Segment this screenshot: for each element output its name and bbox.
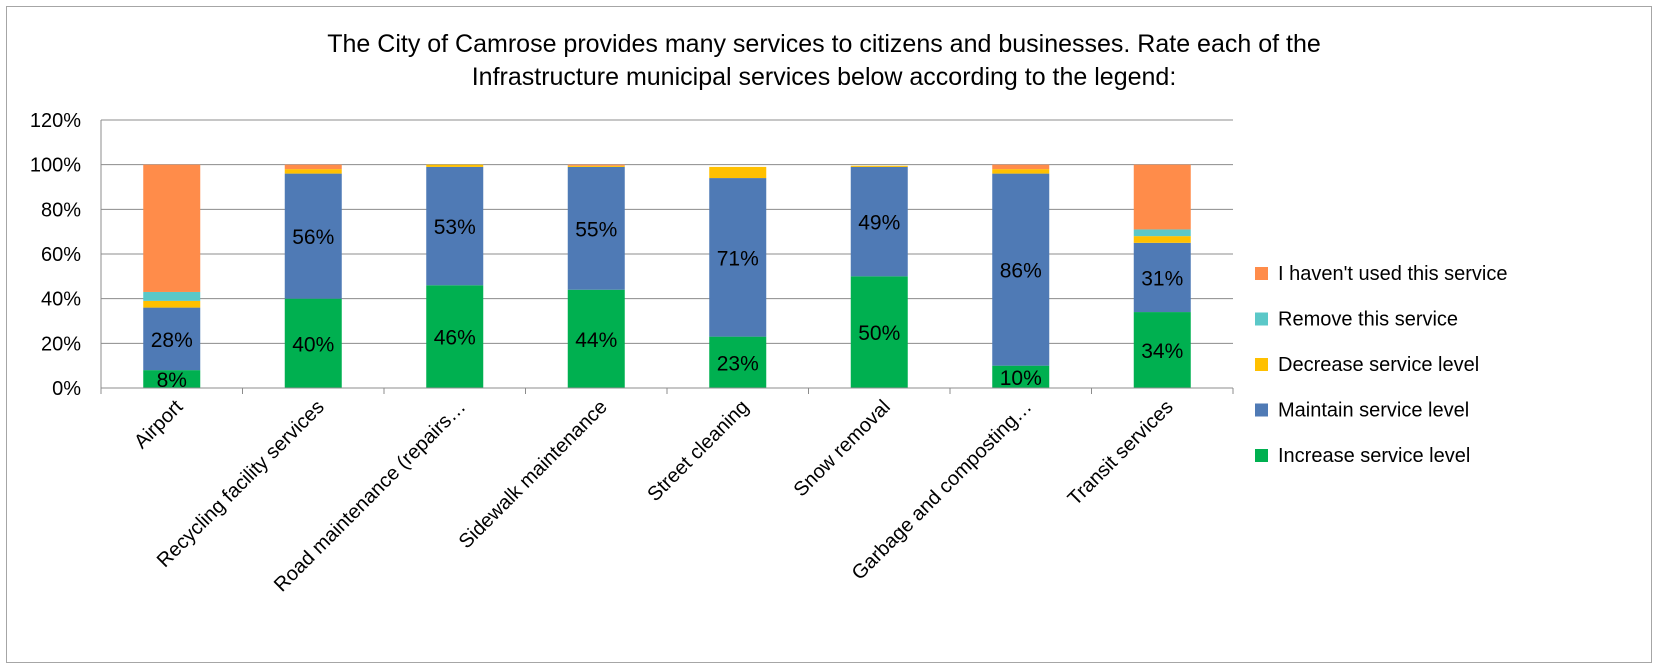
bar-maintain-service-level-road-maintenance-repairs: [426, 166, 484, 286]
bar-increase-service-level-street-cleaning: [709, 336, 767, 388]
legend-swatch-decrease-service-level: [1255, 358, 1268, 371]
data-label-maintain-service-level: 53%: [434, 216, 476, 239]
bar-increase-service-level-recycling-facility-services: [284, 298, 342, 388]
bar-remove-this-service-airport: [143, 291, 201, 301]
bar-maintain-service-level-snow-removal: [850, 166, 908, 277]
data-label-maintain-service-level: 55%: [575, 218, 617, 241]
bar-maintain-service-level-recycling-facility-services: [284, 173, 342, 299]
data-label-increase-service-level: 10%: [1000, 367, 1042, 390]
bar-increase-service-level-garbage-and-composting: [992, 365, 1050, 388]
bar-decrease-service-level-road-maintenance-repairs: [426, 164, 484, 167]
x-tick-label: Airport: [130, 396, 188, 454]
bar-i-haven-t-used-this-service-sidewalk-maintenance: [567, 164, 625, 166]
y-tick-label: 20%: [41, 333, 81, 355]
x-tick-label: Transit services: [1064, 396, 1178, 510]
x-tick-label: Sidewalk maintenance: [455, 396, 612, 553]
data-label-increase-service-level: 8%: [157, 369, 187, 392]
y-tick-label: 80%: [41, 199, 81, 221]
bar-i-haven-t-used-this-service-transit-services: [1133, 164, 1191, 230]
chart-frame: [6, 6, 1652, 663]
bar-decrease-service-level-transit-services: [1133, 236, 1191, 243]
data-label-increase-service-level: 50%: [858, 322, 900, 345]
data-label-maintain-service-level: 28%: [151, 329, 193, 352]
legend-label-maintain-service-level: Maintain service level: [1278, 400, 1469, 422]
x-tick-label: Recycling facility services: [153, 396, 329, 572]
bar-maintain-service-level-transit-services: [1133, 242, 1191, 313]
legend-swatch-i-haven-t-used-this-service: [1255, 267, 1268, 280]
bar-increase-service-level-sidewalk-maintenance: [567, 289, 625, 388]
bar-i-haven-t-used-this-service-recycling-facility-services: [284, 164, 342, 170]
chart-title-line-2: Infrastructure municipal services below …: [472, 63, 1177, 91]
y-tick-label: 40%: [41, 289, 81, 311]
bar-decrease-service-level-recycling-facility-services: [284, 169, 342, 174]
chart-title: The City of Camrose provides many servic…: [327, 30, 1321, 91]
data-label-maintain-service-level: 31%: [1141, 267, 1183, 290]
y-tick-label: 0%: [52, 378, 81, 400]
y-tick-label: 120%: [30, 110, 81, 132]
y-tick-label: 100%: [30, 155, 81, 177]
bar-increase-service-level-snow-removal: [850, 276, 908, 388]
legend-label-increase-service-level: Increase service level: [1278, 445, 1470, 467]
legend-label-i-haven-t-used-this-service: I haven't used this service: [1278, 263, 1508, 285]
bar-remove-this-service-transit-services: [1133, 229, 1191, 237]
bar-decrease-service-level-sidewalk-maintenance: [567, 165, 625, 167]
legend-label-decrease-service-level: Decrease service level: [1278, 354, 1479, 376]
legend-swatch-remove-this-service: [1255, 312, 1268, 326]
y-tick-label: 60%: [41, 244, 81, 266]
data-label-increase-service-level: 34%: [1141, 340, 1183, 363]
bar-increase-service-level-airport: [143, 370, 201, 388]
bar-decrease-service-level-garbage-and-composting: [992, 169, 1050, 174]
x-tick-label: Snow removal: [790, 396, 895, 501]
data-label-increase-service-level: 40%: [292, 333, 334, 356]
x-tick-label: Street cleaning: [643, 396, 753, 506]
legend-swatch-increase-service-level: [1255, 449, 1268, 462]
data-label-maintain-service-level: 49%: [858, 212, 900, 235]
bar-decrease-service-level-airport: [143, 300, 201, 308]
gridlines: [101, 119, 1233, 344]
bar-increase-service-level-transit-services: [1133, 312, 1191, 388]
bar-i-haven-t-used-this-service-garbage-and-composting: [992, 164, 1050, 170]
bar-maintain-service-level-airport: [143, 307, 201, 371]
bars: [143, 164, 1191, 388]
bar-maintain-service-level-sidewalk-maintenance: [567, 166, 625, 290]
data-label-increase-service-level: 44%: [575, 329, 617, 352]
data-label-increase-service-level: 23%: [717, 352, 759, 375]
bar-decrease-service-level-street-cleaning: [709, 166, 767, 179]
data-label-maintain-service-level: 71%: [717, 247, 759, 270]
bar-i-haven-t-used-this-service-airport: [143, 164, 201, 292]
bar-increase-service-level-road-maintenance-repairs: [426, 285, 484, 388]
chart-title-line-1: The City of Camrose provides many servic…: [327, 30, 1321, 58]
bar-decrease-service-level-snow-removal: [850, 165, 908, 167]
data-label-increase-service-level: 46%: [434, 327, 476, 350]
legend-swatch-maintain-service-level: [1255, 403, 1268, 417]
data-labels: 8% 28% 40% 56% 46% 53% 44% 55% 23% 71% 50% 49% 10% 86…: [151, 212, 1184, 392]
data-label-maintain-service-level: 86%: [1000, 260, 1042, 283]
legend: I haven't used this service Remove this s…: [1255, 263, 1508, 467]
bar-maintain-service-level-street-cleaning: [709, 178, 767, 337]
legend-label-remove-this-service: Remove this service: [1278, 309, 1458, 331]
bar-maintain-service-level-garbage-and-composting: [992, 173, 1050, 366]
data-label-maintain-service-level: 56%: [292, 226, 334, 249]
